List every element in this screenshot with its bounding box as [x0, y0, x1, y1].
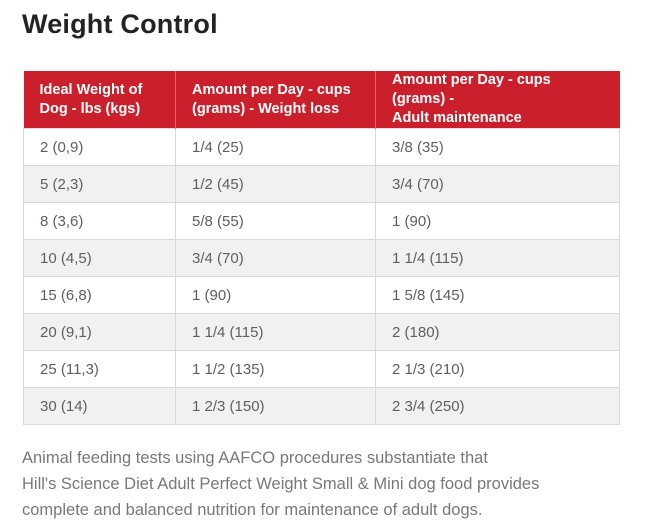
- table-cell: 2 (0,9): [23, 128, 176, 166]
- feeding-guide-table: Ideal Weight of Dog - lbs (kgs) Amount p…: [23, 71, 620, 425]
- table-cell: 1 1/2 (135): [175, 350, 376, 388]
- table-cell: 1 5/8 (145): [375, 276, 620, 314]
- table-cell: 1 2/3 (150): [175, 387, 376, 425]
- page: Weight Control Ideal Weight of Dog - lbs…: [0, 8, 650, 523]
- table-cell: 25 (11,3): [23, 350, 176, 388]
- header-weight-loss: Amount per Day - cups (grams) - Weight l…: [175, 71, 376, 129]
- table-row: 15 (6,8) 1 (90) 1 5/8 (145): [23, 276, 620, 314]
- header-adult-maintenance: Amount per Day - cups (grams) - Adult ma…: [375, 71, 620, 129]
- table-row: 5 (2,3) 1/2 (45) 3/4 (70): [23, 165, 620, 203]
- table-cell: 3/4 (70): [175, 239, 376, 277]
- table-row: 25 (11,3) 1 1/2 (135) 2 1/3 (210): [23, 350, 620, 388]
- table-row: 2 (0,9) 1/4 (25) 3/8 (35): [23, 128, 620, 166]
- table-header-row: Ideal Weight of Dog - lbs (kgs) Amount p…: [23, 71, 620, 129]
- table-cell: 1 (90): [175, 276, 376, 314]
- table-cell: 1 1/4 (115): [375, 239, 620, 277]
- table-cell: 1/4 (25): [175, 128, 376, 166]
- table-cell: 2 1/3 (210): [375, 350, 620, 388]
- table-row: 8 (3,6) 5/8 (55) 1 (90): [23, 202, 620, 240]
- table-cell: 5 (2,3): [23, 165, 176, 203]
- table-cell: 10 (4,5): [23, 239, 176, 277]
- table-row: 20 (9,1) 1 1/4 (115) 2 (180): [23, 313, 620, 351]
- table-cell: 30 (14): [23, 387, 176, 425]
- table-cell: 1 (90): [375, 202, 620, 240]
- table-body: 2 (0,9) 1/4 (25) 3/8 (35) 5 (2,3) 1/2 (45) 3/…: [23, 128, 620, 425]
- page-title: Weight Control: [22, 9, 218, 39]
- aafco-statement: Animal feeding tests using AAFCO procedu…: [22, 449, 540, 519]
- table-cell: 3/4 (70): [375, 165, 620, 203]
- table-cell: 5/8 (55): [175, 202, 376, 240]
- table-cell: 8 (3,6): [23, 202, 176, 240]
- table-cell: 1/2 (45): [175, 165, 376, 203]
- table-cell: 20 (9,1): [23, 313, 176, 351]
- table-cell: 3/8 (35): [375, 128, 620, 166]
- table-cell: 2 3/4 (250): [375, 387, 620, 425]
- table-cell: 2 (180): [375, 313, 620, 351]
- table-cell: 1 1/4 (115): [175, 313, 376, 351]
- header-ideal-weight: Ideal Weight of Dog - lbs (kgs): [23, 71, 176, 129]
- table-cell: 15 (6,8): [23, 276, 176, 314]
- table-row: 10 (4,5) 3/4 (70) 1 1/4 (115): [23, 239, 620, 277]
- table-row: 30 (14) 1 2/3 (150) 2 3/4 (250): [23, 387, 620, 425]
